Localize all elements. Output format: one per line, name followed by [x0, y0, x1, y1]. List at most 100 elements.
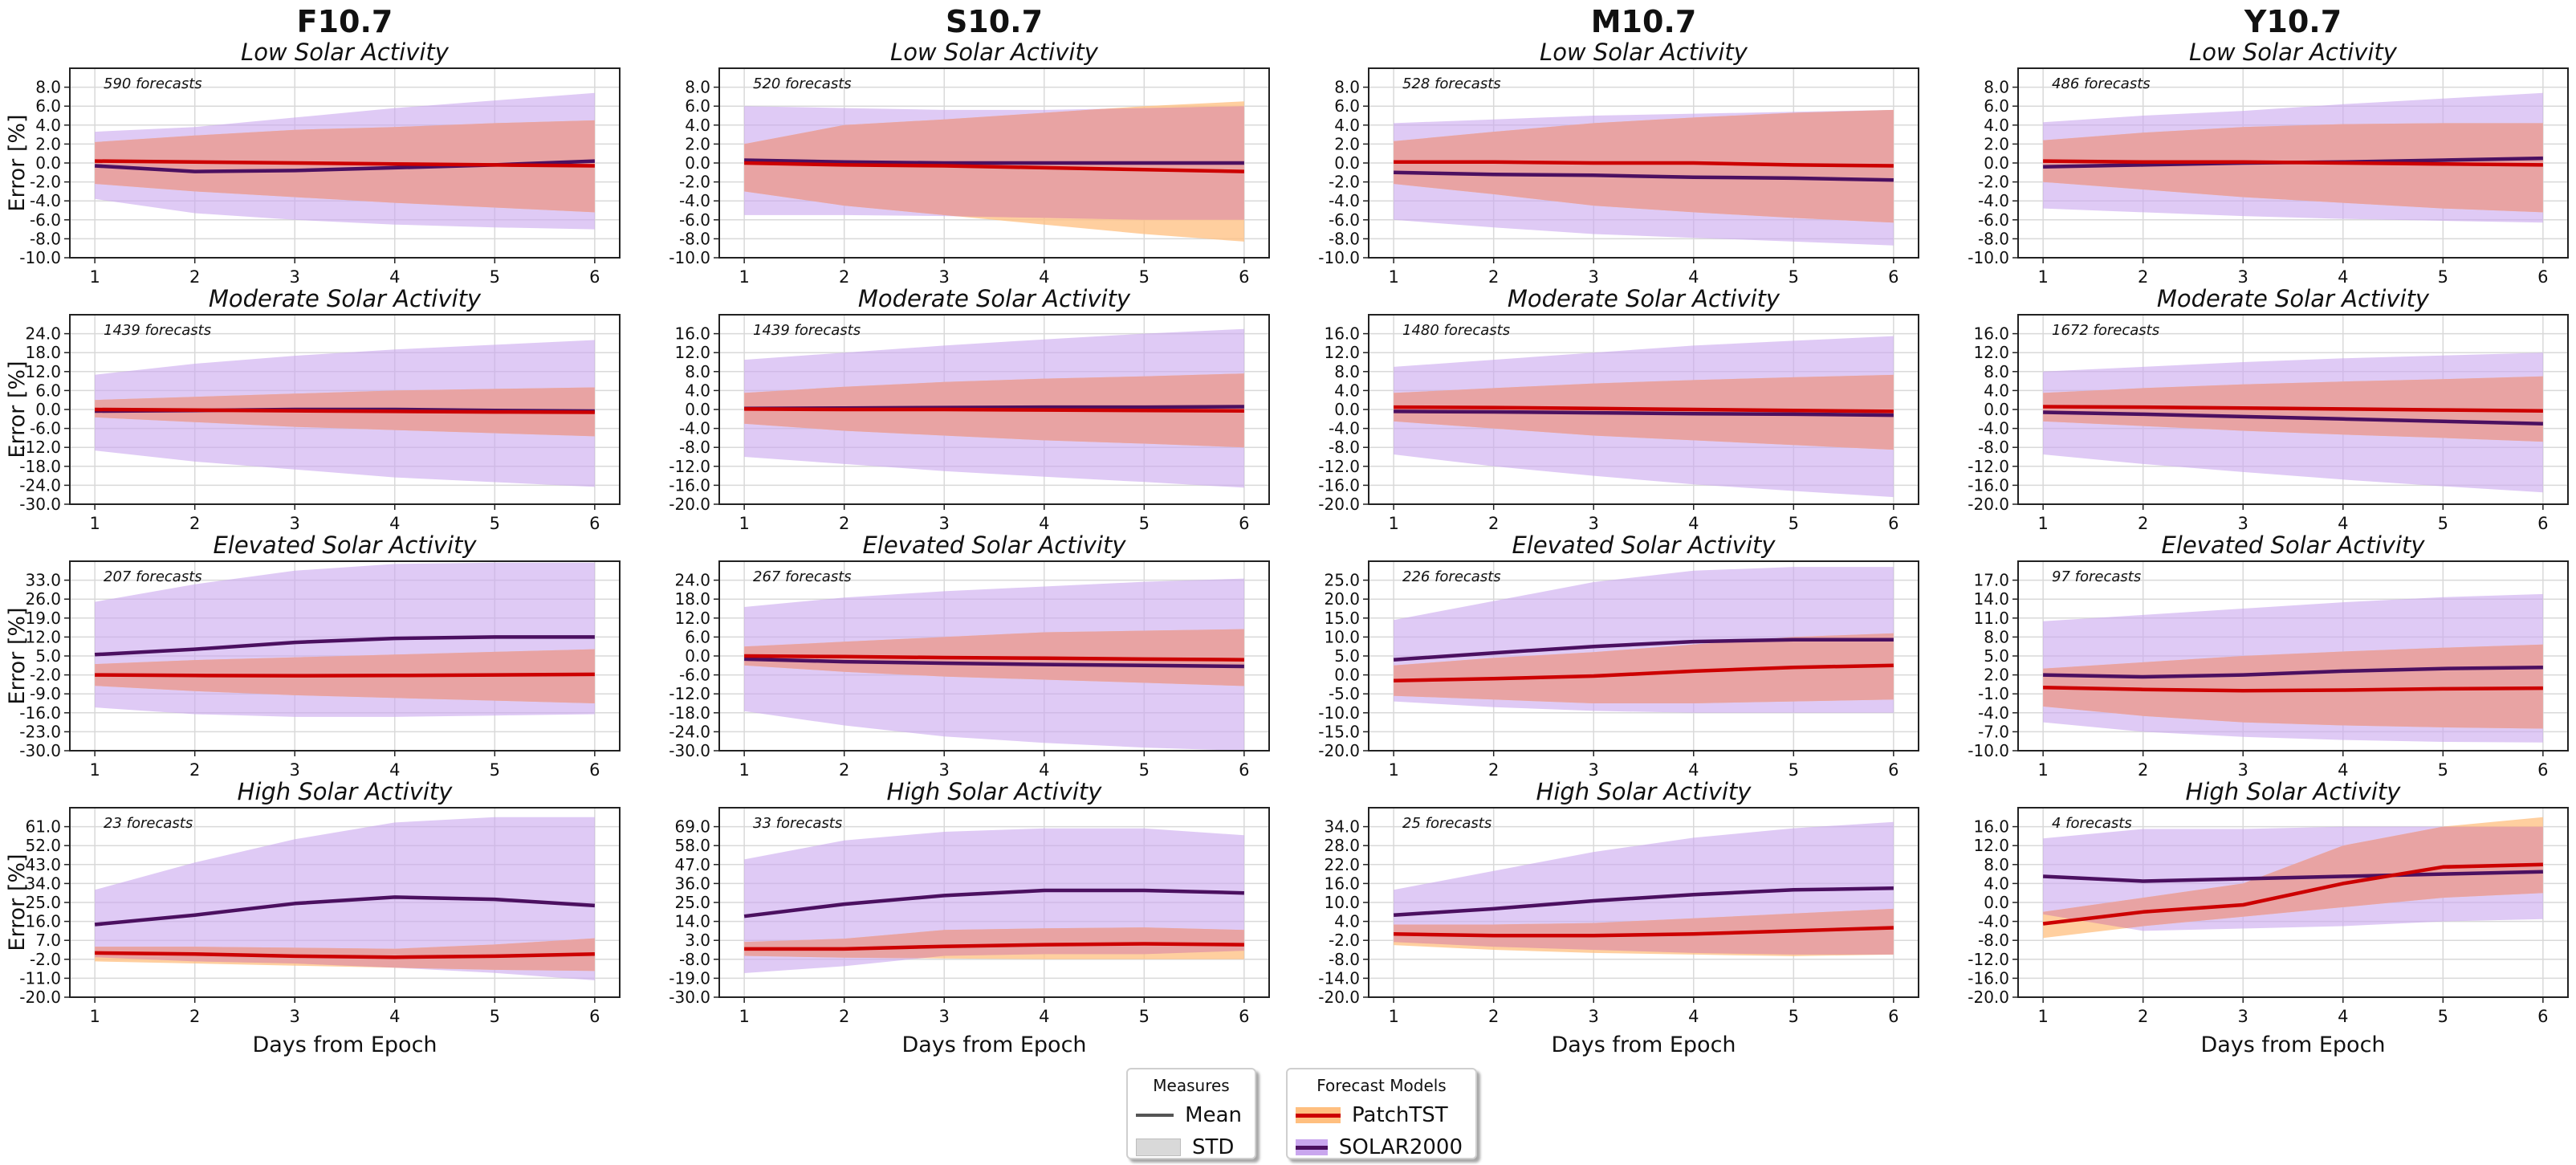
x-tick-label: 1 — [1388, 267, 1398, 287]
x-tick-label: 1 — [1388, 1007, 1398, 1026]
y-tick-label: -20.0 — [19, 988, 61, 1007]
y-tick-label: 6.0 — [35, 96, 61, 116]
subplot-s10-7-low-solar-activity: Low Solar Activity -10.0-8.0-6.0-4.0-2.00… — [669, 39, 1270, 287]
x-tick-label: 2 — [1488, 760, 1499, 780]
y-tick-label: -30.0 — [669, 988, 710, 1007]
y-tick-label: -14.0 — [1318, 968, 1360, 988]
x-tick-label: 3 — [1589, 514, 1599, 533]
y-tick-label: 12.0 — [1973, 836, 2009, 855]
y-tick-label: -8.0 — [1978, 931, 2009, 950]
y-tick-label: -20.0 — [1968, 988, 2009, 1007]
x-tick-label: 1 — [739, 1007, 749, 1026]
x-tick-label: 2 — [1488, 1007, 1499, 1026]
y-tick-label: 34.0 — [1324, 817, 1360, 837]
y-tick-label: 2.0 — [35, 134, 61, 153]
y-tick-label: -8.0 — [1329, 438, 1360, 457]
x-tick-label: 6 — [2537, 760, 2548, 780]
mean-line-patchtst — [744, 407, 1244, 413]
y-tick-label: 12.0 — [1324, 343, 1360, 362]
y-axis-label: Error [%] — [5, 360, 30, 458]
x-tick-label: 5 — [1789, 514, 1799, 533]
subplot-subtitle: Low Solar Activity — [2189, 39, 2398, 66]
y-tick-label: 0.0 — [1334, 666, 1360, 685]
y-tick-label: 43.0 — [25, 855, 61, 874]
subplot-subtitle: High Solar Activity — [887, 778, 1103, 805]
x-tick-label: 6 — [2537, 514, 2548, 533]
column-title-s10-7: S10.7 — [946, 4, 1043, 39]
subplot-subtitle: Elevated Solar Activity — [213, 532, 477, 559]
forecast-count-annotation: 23 forecasts — [104, 815, 193, 832]
legend-item-mean: Mean — [1136, 1103, 1242, 1127]
y-tick-label: 4.0 — [685, 116, 710, 135]
y-tick-label: 8.0 — [685, 78, 710, 97]
x-tick-label: 2 — [189, 267, 200, 287]
x-tick-label: 1 — [1388, 514, 1398, 533]
y-tick-label: 12.0 — [1973, 343, 2009, 362]
y-tick-label: 16.0 — [1973, 324, 2009, 344]
x-tick-label: 2 — [189, 514, 200, 533]
x-tick-label: 4 — [1688, 1007, 1699, 1026]
forecast-count-annotation: 33 forecasts — [753, 815, 842, 832]
y-tick-label: 12.0 — [674, 609, 710, 628]
x-tick-label: 2 — [1488, 514, 1499, 533]
y-tick-label: -4.0 — [1329, 191, 1360, 210]
x-tick-label: 4 — [1688, 760, 1699, 780]
y-tick-label: 25.0 — [1324, 571, 1360, 590]
std-band-overlap — [95, 120, 595, 213]
y-tick-label: 0.0 — [1984, 400, 2009, 419]
y-tick-label: -2.0 — [30, 173, 61, 192]
subplot-m10-7-low-solar-activity: Low Solar Activity -10.0-8.0-6.0-4.0-2.00… — [1318, 39, 1919, 287]
x-tick-label: 5 — [1139, 514, 1150, 533]
mean-line-patchtst — [1394, 160, 1894, 168]
y-tick-label: -24.0 — [19, 475, 61, 495]
legend-item-std: STD — [1136, 1135, 1242, 1159]
mean-line-patchtst — [2043, 159, 2543, 167]
x-tick-label: 3 — [939, 514, 950, 533]
x-axis-label: Days from Epoch — [2200, 1033, 2385, 1057]
y-tick-label: 0.0 — [1334, 400, 1360, 419]
subplot-subtitle: Elevated Solar Activity — [2161, 532, 2425, 559]
x-tick-label: 4 — [389, 514, 400, 533]
y-tick-label: 6.0 — [35, 381, 61, 400]
y-tick-label: 26.0 — [25, 589, 61, 609]
y-tick-label: -6.0 — [30, 419, 61, 438]
mean-line-patchtst — [744, 161, 1244, 173]
y-tick-label: -20.0 — [1318, 495, 1360, 514]
y-tick-label: -4.0 — [1978, 191, 2009, 210]
x-tick-label: 6 — [2537, 267, 2548, 287]
x-tick-label: 4 — [389, 760, 400, 780]
forecast-count-annotation: 1672 forecasts — [2052, 322, 2159, 339]
y-tick-label: -12.0 — [1968, 950, 2009, 969]
mean-line-patchtst — [2042, 862, 2543, 926]
y-tick-label: -9.0 — [30, 684, 61, 703]
y-tick-label: 47.0 — [674, 855, 710, 874]
y-tick-label: -24.0 — [669, 722, 710, 741]
y-tick-label: 2.0 — [1334, 134, 1360, 153]
column-title-f10-7: F10.7 — [297, 4, 393, 39]
subplot-subtitle: Moderate Solar Activity — [858, 285, 1131, 312]
forecast-count-annotation: 520 forecasts — [753, 75, 852, 92]
mean-line-patchtst — [1394, 405, 1894, 413]
y-tick-label: 4.0 — [1984, 874, 2009, 893]
mean-line-solar2000 — [94, 635, 595, 657]
y-tick-label: 33.0 — [25, 571, 61, 590]
x-tick-label: 5 — [1789, 760, 1799, 780]
y-tick-label: 16.0 — [1973, 817, 2009, 837]
subplot-m10-7-elevated-solar-activity: Elevated Solar Activity -20.0-15.0-10.0-5… — [1318, 532, 1919, 780]
y-tick-label: 0.0 — [685, 646, 710, 666]
y-tick-label: 4.0 — [1984, 116, 2009, 135]
subplot-s10-7-elevated-solar-activity: Elevated Solar Activity -30.0-24.0-18.0-1… — [669, 532, 1270, 780]
mean-line-solar2000 — [1393, 886, 1894, 917]
subplot-subtitle: Low Solar Activity — [241, 39, 450, 66]
x-tick-label: 3 — [2238, 760, 2248, 780]
x-tick-label: 4 — [1039, 760, 1049, 780]
x-tick-label: 1 — [1388, 760, 1398, 780]
y-tick-label: 5.0 — [1334, 646, 1360, 666]
std-band-overlap — [1394, 633, 1894, 703]
y-tick-label: 11.0 — [1973, 609, 2009, 628]
y-tick-label: 52.0 — [25, 836, 61, 855]
x-tick-label: 3 — [1589, 760, 1599, 780]
y-tick-label: 4.0 — [1334, 912, 1360, 931]
y-tick-label: -10.0 — [1318, 248, 1360, 267]
